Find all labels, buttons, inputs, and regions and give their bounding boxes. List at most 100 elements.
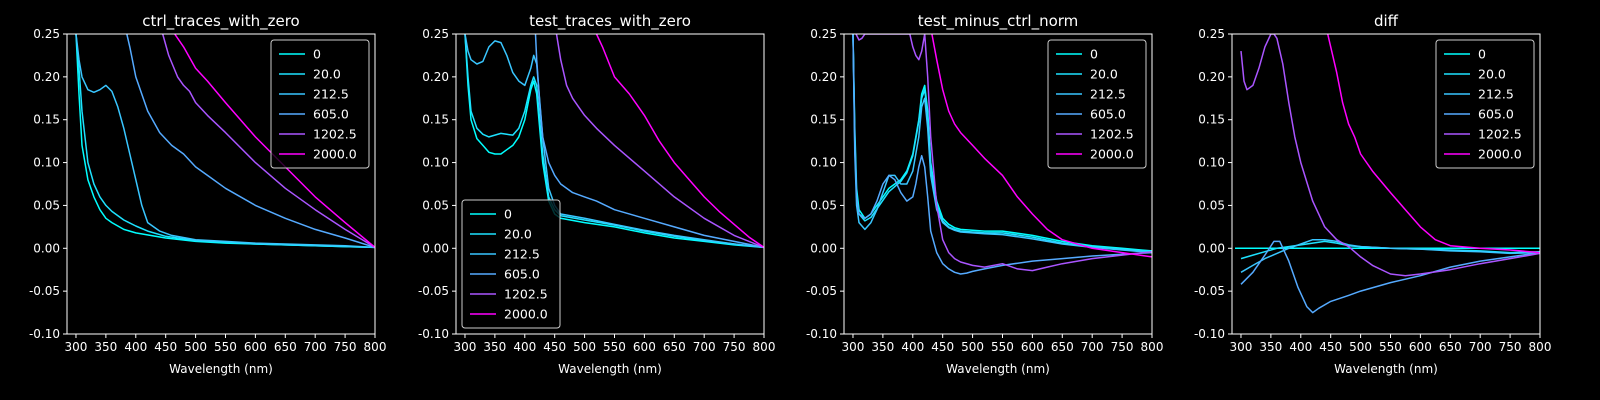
y-tick-label: 0.20 <box>810 70 837 84</box>
y-tick-label: -0.10 <box>418 327 449 341</box>
x-tick-label: 700 <box>304 340 327 354</box>
y-tick-label: -0.10 <box>806 327 837 341</box>
series-line-212.5 <box>852 34 1152 254</box>
chart-panel-2: test_traces_with_zero 300 350 400 450 500 550 6… <box>418 12 776 376</box>
series-line-605.0 <box>534 34 764 249</box>
x-tick-label: 750 <box>723 340 746 354</box>
series-group <box>1235 34 1540 314</box>
x-tick-label: 550 <box>991 340 1014 354</box>
y-tick-label: 0.20 <box>422 70 449 84</box>
x-tick-label: 500 <box>184 340 207 354</box>
x-tick-label: 600 <box>244 340 267 354</box>
x-tick-label: 650 <box>274 340 297 354</box>
y-tick-label: -0.10 <box>1194 327 1225 341</box>
x-tick-label: 500 <box>573 340 596 354</box>
series-group <box>852 34 1152 275</box>
series-group <box>75 34 375 249</box>
series-line-2000.0 <box>931 34 1152 258</box>
x-tick-label: 350 <box>1259 340 1282 354</box>
chart-panel-4: diff 300 350 400 450 500 550 600 650 700 750 800 -0.… <box>1194 12 1552 376</box>
y-tick-label: 0.25 <box>810 27 837 41</box>
legend-label: 1202.5 <box>1478 127 1522 142</box>
x-tick-label: 400 <box>513 340 536 354</box>
y-tick-label: 0.05 <box>33 198 60 212</box>
y-tick-label: 0.15 <box>810 113 837 127</box>
legend-label: 0 <box>1090 47 1098 62</box>
y-tick-label: 0.15 <box>1198 113 1225 127</box>
y-tick-label: 0.05 <box>1198 198 1225 212</box>
x-tick-label: 700 <box>1081 340 1104 354</box>
x-tick-label: 600 <box>633 340 656 354</box>
legend-label: 605.0 <box>1478 107 1514 122</box>
x-tick-label: 700 <box>693 340 716 354</box>
y-tick-label: 0.15 <box>33 113 60 127</box>
legend-label: 1202.5 <box>1090 127 1134 142</box>
series-line-20.0 <box>75 34 375 249</box>
x-tick-label: 550 <box>214 340 237 354</box>
series-line-2000.0 <box>595 34 764 249</box>
x-axis-label: Wavelength (nm) <box>1334 362 1438 376</box>
x-tick-label: 300 <box>65 340 88 354</box>
series-line-212.5 <box>1240 238 1540 273</box>
series-line-2000.0 <box>1326 34 1540 254</box>
series-line-1202.5 <box>161 34 375 249</box>
series-line-1202.5 <box>1240 34 1540 277</box>
y-tick-label: -0.10 <box>29 327 60 341</box>
x-tick-label: 450 <box>154 340 177 354</box>
y-tick-label: -0.05 <box>418 284 449 298</box>
x-tick-label: 800 <box>1141 340 1164 354</box>
series-line-605.0 <box>852 34 1152 275</box>
chart-panel-1: ctrl_traces_with_zero 300 350 400 450 500 550 6… <box>29 12 387 376</box>
x-tick-label: 400 <box>901 340 924 354</box>
x-tick-label: 350 <box>94 340 117 354</box>
x-tick-label: 350 <box>871 340 894 354</box>
x-tick-label: 800 <box>753 340 776 354</box>
x-axis-label: Wavelength (nm) <box>169 362 273 376</box>
legend-label: 0 <box>504 207 512 222</box>
series-line-605.0 <box>1240 240 1540 314</box>
x-tick-label: 450 <box>543 340 566 354</box>
legend-box <box>461 199 561 329</box>
legend-label: 212.5 <box>1090 87 1126 102</box>
y-tick-label: -0.05 <box>1194 284 1225 298</box>
series-line-212.5 <box>75 34 375 249</box>
x-tick-label: 450 <box>931 340 954 354</box>
chart-title: test_minus_ctrl_norm <box>918 12 1079 31</box>
legend-label: 605.0 <box>313 107 349 122</box>
x-tick-label: 800 <box>364 340 387 354</box>
x-tick-label: 400 <box>124 340 147 354</box>
chart-title: ctrl_traces_with_zero <box>142 12 299 31</box>
series-group <box>464 34 764 249</box>
series-line-1202.5 <box>555 34 764 249</box>
legend: 0 20.0 212.5 605.0 1202.5 2000.0 <box>1435 39 1535 169</box>
y-tick-label: -0.05 <box>806 284 837 298</box>
x-tick-label: 350 <box>483 340 506 354</box>
legend-label: 20.0 <box>1478 67 1506 82</box>
x-tick-label: 750 <box>1111 340 1134 354</box>
y-tick-label: 0.05 <box>810 198 837 212</box>
chart-title: diff <box>1374 12 1399 30</box>
x-tick-label: 750 <box>334 340 357 354</box>
x-axis-label: Wavelength (nm) <box>946 362 1050 376</box>
y-tick-label: 0.25 <box>33 27 60 41</box>
plot-frame <box>1231 33 1541 335</box>
plot-frame <box>66 33 376 335</box>
legend-label: 1202.5 <box>504 287 548 302</box>
series-line-20.0 <box>1240 240 1540 260</box>
y-tick-label: 0.00 <box>1198 241 1225 255</box>
x-tick-label: 600 <box>1021 340 1044 354</box>
y-tick-label: 0.15 <box>422 113 449 127</box>
x-tick-label: 650 <box>663 340 686 354</box>
legend: 0 20.0 212.5 605.0 1202.5 2000.0 <box>1047 39 1147 169</box>
legend-label: 212.5 <box>313 87 349 102</box>
y-tick-label: 0.00 <box>422 241 449 255</box>
series-line-1202.5 <box>855 34 1152 272</box>
x-tick-label: 300 <box>454 340 477 354</box>
x-axis-label: Wavelength (nm) <box>558 362 662 376</box>
y-tick-label: 0.05 <box>422 198 449 212</box>
x-tick-label: 500 <box>961 340 984 354</box>
y-tick-label: -0.05 <box>29 284 60 298</box>
x-tick-label: 550 <box>603 340 626 354</box>
legend-label: 212.5 <box>1478 87 1514 102</box>
legend-box <box>1435 39 1535 169</box>
